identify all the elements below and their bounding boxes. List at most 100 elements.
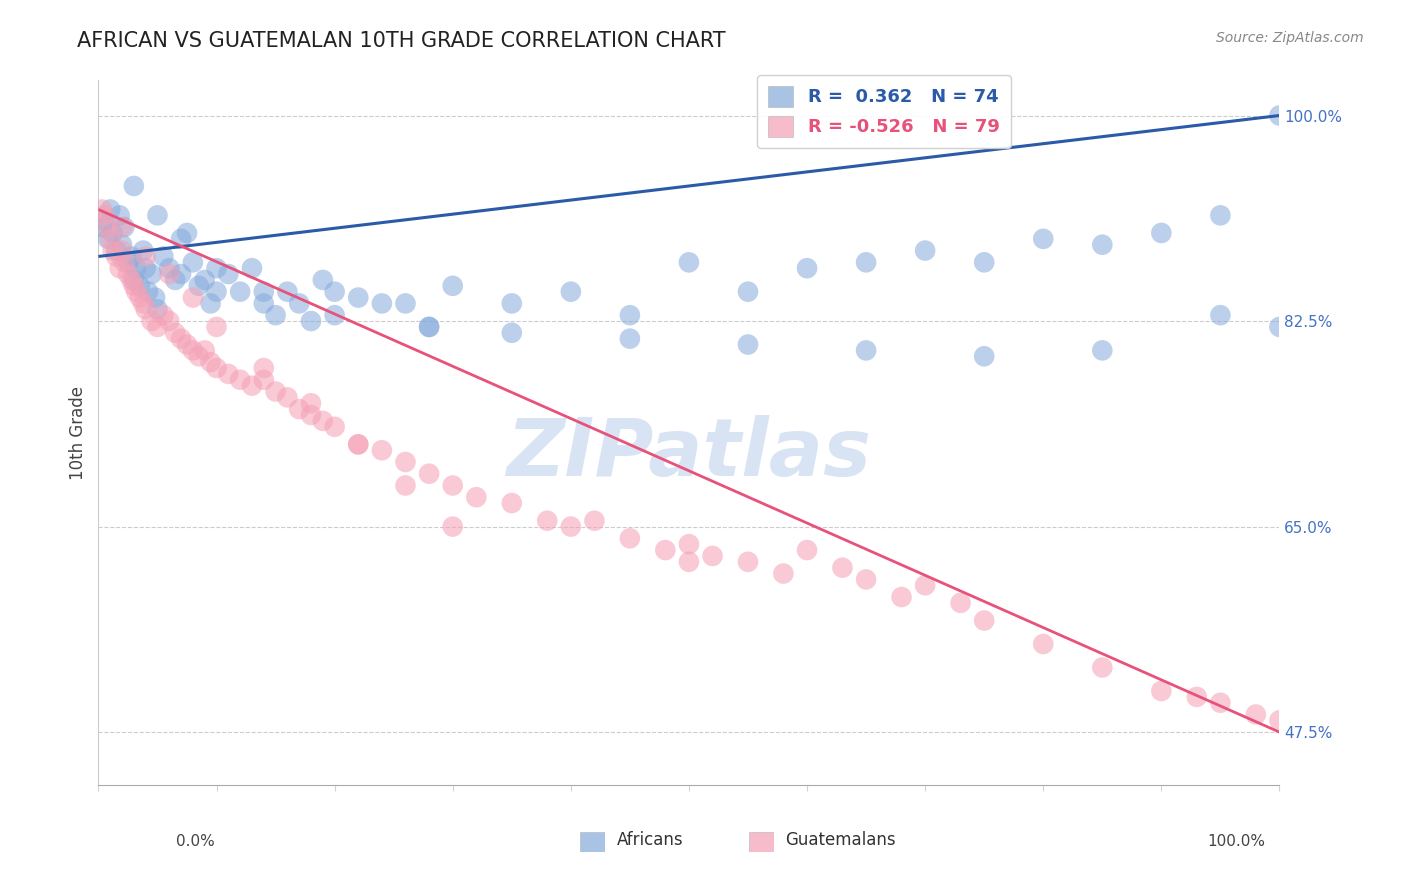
Point xyxy=(217,267,239,281)
Point xyxy=(141,314,163,328)
Point xyxy=(737,555,759,569)
Point xyxy=(737,285,759,299)
Point xyxy=(347,437,370,451)
Point xyxy=(441,519,464,533)
Point xyxy=(1268,320,1291,334)
Point xyxy=(1091,660,1114,674)
Point xyxy=(560,519,582,533)
Point xyxy=(205,285,228,299)
Point xyxy=(101,244,124,258)
Point xyxy=(299,314,322,328)
Point xyxy=(152,308,174,322)
Point xyxy=(678,255,700,269)
Point xyxy=(1244,707,1267,722)
Point xyxy=(855,343,877,358)
Point xyxy=(194,273,217,287)
Point xyxy=(312,273,335,287)
Point xyxy=(973,349,995,363)
Point xyxy=(98,232,121,246)
Point xyxy=(111,244,134,258)
Point xyxy=(187,278,209,293)
Point xyxy=(1150,684,1173,698)
Point xyxy=(1209,696,1232,710)
Point xyxy=(855,573,877,587)
Point xyxy=(276,391,298,405)
Point xyxy=(125,285,148,299)
Point xyxy=(135,302,157,317)
Point xyxy=(176,226,198,240)
Point xyxy=(112,220,135,235)
Point xyxy=(1091,343,1114,358)
Point xyxy=(205,320,228,334)
Point xyxy=(253,285,276,299)
Point xyxy=(165,326,187,340)
Point xyxy=(1268,714,1291,728)
Point xyxy=(117,255,139,269)
Text: Africans: Africans xyxy=(616,831,683,849)
Point xyxy=(170,267,193,281)
Point xyxy=(194,343,217,358)
Point xyxy=(146,208,169,222)
Point xyxy=(441,278,464,293)
Point xyxy=(501,496,523,510)
Point xyxy=(97,232,120,246)
Point xyxy=(217,367,239,381)
Point xyxy=(264,384,287,399)
Point xyxy=(152,249,174,264)
Point xyxy=(111,220,134,235)
Point xyxy=(165,273,187,287)
Point xyxy=(200,355,222,369)
Point xyxy=(973,255,995,269)
Point xyxy=(702,549,724,563)
Point xyxy=(347,291,370,305)
Point xyxy=(914,244,936,258)
Point xyxy=(418,467,440,481)
Point xyxy=(796,261,818,276)
Point xyxy=(253,296,276,310)
Point xyxy=(132,244,155,258)
Point xyxy=(121,273,143,287)
Point xyxy=(229,373,252,387)
Point xyxy=(112,255,135,269)
Point xyxy=(121,249,143,264)
Point xyxy=(97,220,120,235)
Point xyxy=(583,514,606,528)
Point xyxy=(678,555,700,569)
Point xyxy=(288,296,311,310)
Point xyxy=(128,278,150,293)
Point xyxy=(146,302,169,317)
Point xyxy=(181,255,204,269)
Point xyxy=(772,566,794,581)
Point xyxy=(394,296,416,310)
Point xyxy=(122,179,145,194)
Point xyxy=(619,308,641,322)
Point xyxy=(323,419,346,434)
Point xyxy=(347,437,370,451)
Point xyxy=(536,514,558,528)
Point xyxy=(890,590,912,604)
Legend: R =  0.362   N = 74, R = -0.526   N = 79: R = 0.362 N = 74, R = -0.526 N = 79 xyxy=(758,75,1011,147)
Point xyxy=(200,296,222,310)
Point xyxy=(465,490,488,504)
Text: AFRICAN VS GUATEMALAN 10TH GRADE CORRELATION CHART: AFRICAN VS GUATEMALAN 10TH GRADE CORRELA… xyxy=(77,31,725,51)
Point xyxy=(93,214,115,228)
Point xyxy=(394,478,416,492)
Point xyxy=(157,314,180,328)
Point xyxy=(157,261,180,276)
Text: 100.0%: 100.0% xyxy=(1208,834,1265,849)
Point xyxy=(176,337,198,351)
Y-axis label: 10th Grade: 10th Grade xyxy=(69,385,87,480)
Text: Guatemalans: Guatemalans xyxy=(785,831,896,849)
Point xyxy=(128,291,150,305)
Point xyxy=(855,255,877,269)
Point xyxy=(135,249,157,264)
Point xyxy=(91,220,114,235)
Point xyxy=(122,273,145,287)
Point xyxy=(418,320,440,334)
Point xyxy=(619,332,641,346)
Point xyxy=(136,285,159,299)
Point xyxy=(949,596,972,610)
Point xyxy=(264,308,287,322)
Point xyxy=(1185,690,1208,704)
Point xyxy=(93,208,115,222)
